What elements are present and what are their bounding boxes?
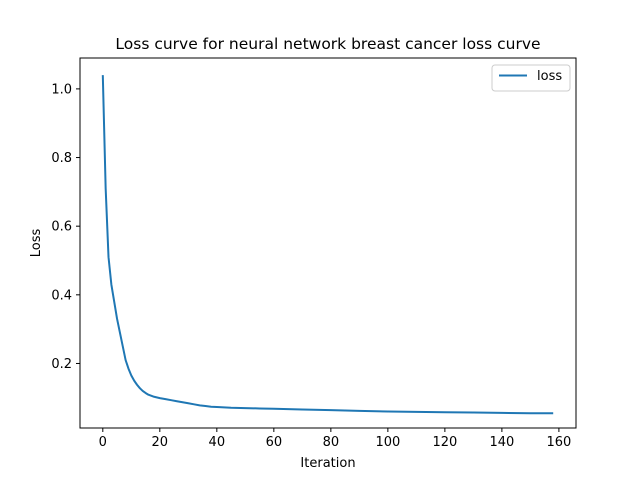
y-tick-label: 0.8 bbox=[51, 151, 72, 166]
x-tick-label: 140 bbox=[489, 435, 514, 450]
x-axis: 0 20 40 60 80 100 120 140 160 bbox=[99, 428, 571, 450]
legend-label-loss: loss bbox=[537, 69, 562, 84]
x-tick-label: 20 bbox=[152, 435, 169, 450]
legend-box bbox=[491, 64, 571, 92]
x-tick-label: 40 bbox=[209, 435, 226, 450]
x-tick-label: 160 bbox=[546, 435, 571, 450]
chart-title: Loss curve for neural network breast can… bbox=[115, 35, 540, 53]
x-tick-label: 100 bbox=[375, 435, 400, 450]
x-tick-label: 0 bbox=[99, 435, 107, 450]
y-axis: 0.2 0.4 0.6 0.8 1.0 bbox=[51, 82, 80, 372]
series-layer bbox=[101, 75, 554, 415]
plot-area: 0 20 40 60 80 100 120 140 160 0.2 0.4 0.6 0.8 1.0 bbox=[51, 57, 577, 450]
axes-frame bbox=[79, 57, 577, 429]
y-tick-label: 0.6 bbox=[51, 220, 72, 235]
y-tick-label: 1.0 bbox=[51, 82, 72, 97]
x-tick-label: 120 bbox=[432, 435, 457, 450]
y-axis-label: Loss bbox=[29, 229, 44, 258]
legend: loss bbox=[491, 64, 571, 92]
x-axis-label: Iteration bbox=[300, 456, 355, 471]
x-tick-label: 60 bbox=[266, 435, 283, 450]
y-tick-label: 0.4 bbox=[51, 288, 72, 303]
series-line-loss bbox=[101, 75, 554, 415]
x-tick-label: 80 bbox=[323, 435, 340, 450]
y-tick-label: 0.2 bbox=[51, 357, 72, 372]
